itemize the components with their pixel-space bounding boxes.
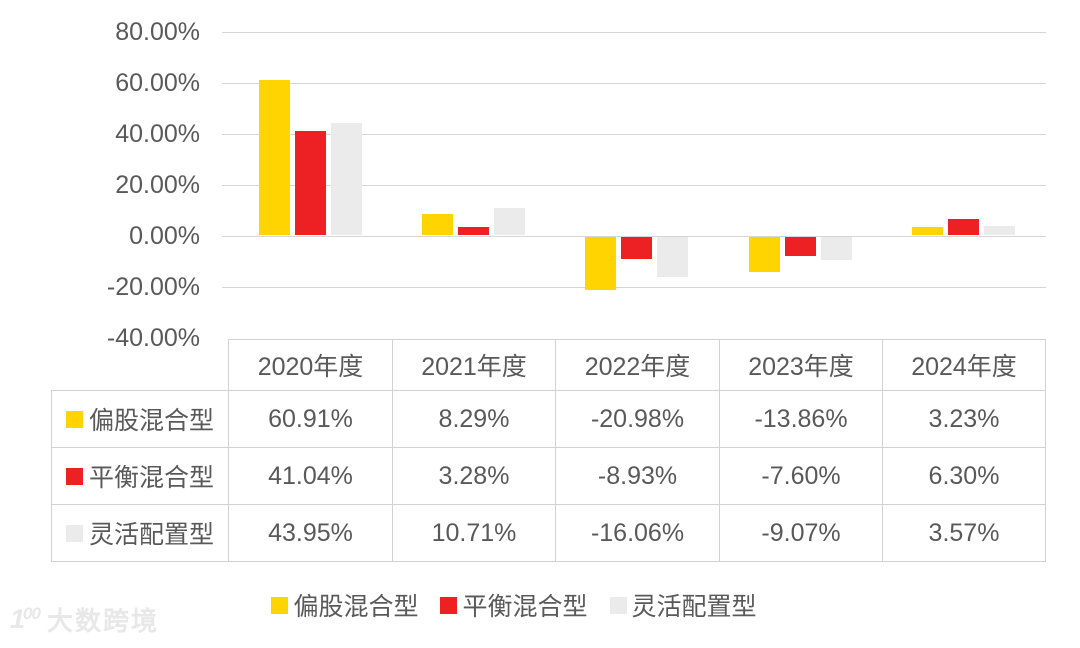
row-label-text: 灵活配置型 [88,521,214,549]
table-header-row: 2020年度 2021年度 2022年度 2023年度 2024年度 [52,339,1046,391]
table-value-cell: 43.95% [228,504,393,562]
gridline [222,31,1046,33]
y-axis-tick-label: 80.00% [115,17,200,46]
bar-gray [330,123,362,236]
series-swatch-red [65,467,83,485]
table-value-cell: 3.57% [882,504,1046,562]
row-label-cell: 平衡混合型 [51,447,229,505]
table-row: 灵活配置型 43.95% 10.71% -16.06% -9.07% 3.57% [51,504,1046,562]
table-row: 偏股混合型 60.91% 8.29% -20.98% -13.86% 3.23% [51,390,1046,448]
row-label-text: 平衡混合型 [88,464,214,492]
row-label-text: 偏股混合型 [88,407,214,435]
y-axis-tick-label: -40.00% [106,323,200,352]
table-value-cell: 60.91% [228,390,393,448]
table-value-cell: -13.86% [719,390,883,448]
table-corner-cell [52,340,229,391]
row-label-cell: 偏股混合型 [51,390,229,448]
bar-yellow [258,80,290,236]
data-table: 2020年度 2021年度 2022年度 2023年度 2024年度偏股混合型 60.91… [51,339,1046,562]
series-swatch-gray [65,524,83,542]
series-swatch-yellow [65,410,83,428]
bar-chart: 80.00% 60.00% 40.00% 20.00% 0.00% -20.00% -40.… [106,17,1046,352]
table-header-cell: 2024年度 [882,339,1046,391]
gridline [222,286,1046,288]
bar-yellow [912,227,944,236]
legend-item: 平衡混合型 [440,587,588,623]
table-value-cell: 3.23% [882,390,1046,448]
bar-gray [493,208,525,236]
row-label: 灵活配置型 [53,515,228,551]
bar-yellow [421,214,453,236]
table-value-cell: -7.60% [719,447,883,505]
table-value-cell: 10.71% [392,504,556,562]
bar-red [621,236,653,260]
legend-label: 偏股混合型 [293,593,419,621]
bar-red [457,227,489,236]
table-value-cell: 41.04% [228,447,393,505]
bar-yellow [585,236,617,290]
legend-label: 灵活配置型 [631,593,757,621]
table-header-cell: 2021年度 [392,339,556,391]
table-value-cell: -16.06% [555,504,720,562]
table-row: 平衡混合型 41.04% 3.28% -8.93% -7.60% 6.30% [51,447,1046,505]
bar-red [784,236,816,256]
y-axis-tick-label: 60.00% [115,68,200,97]
table-value-cell: 8.29% [392,390,556,448]
table-value-cell: 3.28% [392,447,556,505]
bar-yellow [748,236,780,272]
bar-gray [820,236,852,260]
chart-legend: 偏股混合型 平衡混合型 灵活配置型 [0,587,1028,623]
table-value-cell: -8.93% [555,447,720,505]
table-value-cell: 6.30% [882,447,1046,505]
gridline [222,82,1046,84]
bar-red [948,219,980,236]
legend-label: 平衡混合型 [462,593,588,621]
row-label: 偏股混合型 [53,401,228,437]
row-label: 平衡混合型 [53,458,228,494]
bar-gray [657,236,689,278]
table-header-cell: 2020年度 [228,339,393,391]
legend-swatch-yellow [271,596,289,614]
legend-swatch-red [440,596,458,614]
legend-item: 偏股混合型 [271,587,418,623]
gridline [222,235,1046,237]
y-axis-tick-label: 40.00% [115,119,200,148]
table-header-cell: 2022年度 [555,339,720,391]
watermark-logo: 100 [10,604,41,634]
data-table-body: 2020年度 2021年度 2022年度 2023年度 2024年度偏股混合型 60.91… [51,339,1046,562]
bar-gray [984,226,1016,236]
y-axis-tick-label: 0.00% [129,221,200,250]
legend-swatch-gray [609,596,627,614]
gridline [222,184,1046,186]
legend-item: 灵活配置型 [609,587,757,623]
table-header-cell: 2023年度 [719,339,883,391]
table-value-cell: -20.98% [555,390,720,448]
table-value-cell: -9.07% [719,504,883,562]
y-axis-tick-label: -20.00% [106,272,200,301]
watermark-text: 大数跨境 [46,606,159,636]
bar-red [294,130,326,236]
gridline [222,133,1046,135]
watermark: 100 大数跨境 [10,601,159,638]
row-label-cell: 灵活配置型 [51,504,229,562]
y-axis-tick-label: 20.00% [115,170,200,199]
